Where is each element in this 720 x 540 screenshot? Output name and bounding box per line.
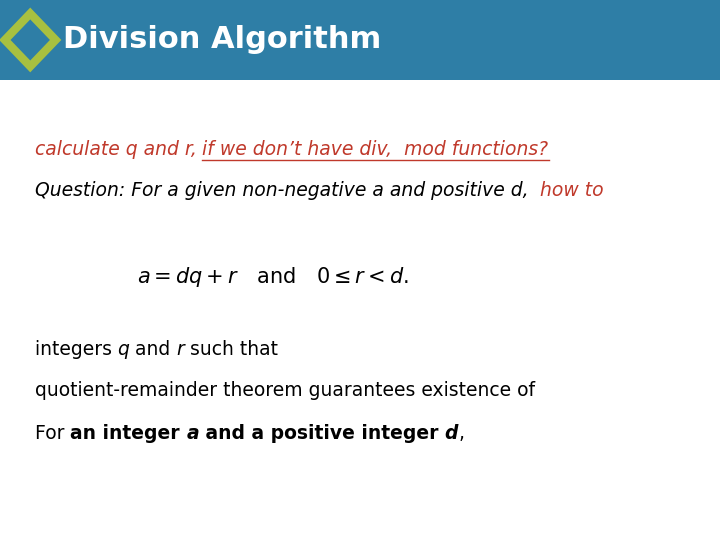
FancyBboxPatch shape (0, 0, 720, 80)
Text: $a = dq + r$$\quad\mathrm{and}\quad$$0 \leq r < d.$: $a = dq + r$$\quad\mathrm{and}\quad$$0 \… (137, 265, 409, 288)
Text: Division Algorithm: Division Algorithm (63, 25, 382, 55)
Text: such that: such that (184, 340, 279, 359)
Text: integers: integers (35, 340, 117, 359)
Text: a: a (186, 424, 199, 443)
Text: and a positive integer: and a positive integer (199, 424, 445, 443)
Polygon shape (0, 8, 61, 72)
Text: r: r (176, 340, 184, 359)
Text: and: and (130, 340, 176, 359)
Text: Question: For a given non-negative a and positive d,: Question: For a given non-negative a and… (35, 181, 540, 200)
Text: ,: , (458, 424, 464, 443)
Text: calculate q and r,: calculate q and r, (35, 140, 202, 159)
Text: For: For (35, 424, 70, 443)
Text: d: d (445, 424, 458, 443)
Text: q: q (117, 340, 130, 359)
Text: quotient-remainder theorem guarantees existence of: quotient-remainder theorem guarantees ex… (35, 381, 534, 400)
Polygon shape (11, 19, 50, 60)
Text: how to: how to (540, 181, 604, 200)
Text: if we don’t have div,  mod functions?: if we don’t have div, mod functions? (202, 140, 549, 159)
Text: an integer: an integer (70, 424, 186, 443)
